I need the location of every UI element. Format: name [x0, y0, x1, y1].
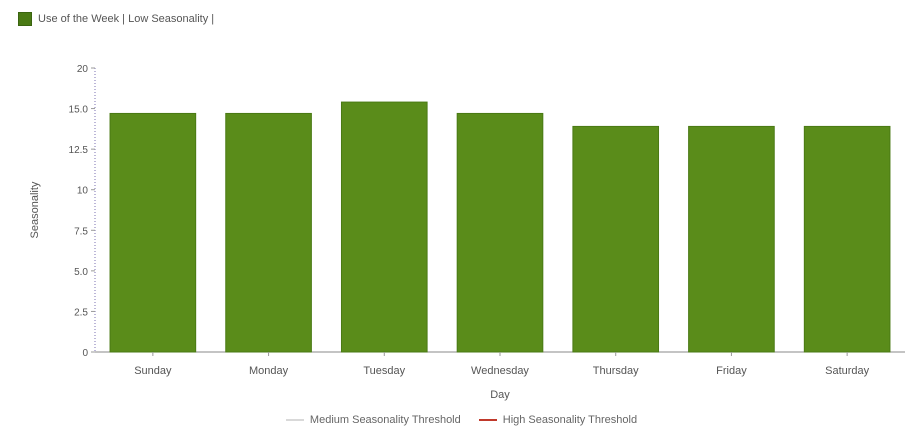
x-tick-label: Friday [716, 365, 747, 377]
top-legend[interactable]: Use of the Week | Low Seasonality | [18, 8, 214, 30]
y-tick-label: 5.0 [74, 267, 88, 278]
y-tick-label: 7.5 [74, 226, 88, 237]
x-tick-label: Tuesday [363, 365, 405, 377]
legend-swatch [18, 12, 32, 26]
top-legend-label: Use of the Week | Low Seasonality | [38, 13, 215, 25]
x-tick-label: Monday [249, 365, 289, 377]
bar-saturday [803, 125, 891, 353]
y-tick-label: 20 [77, 64, 89, 75]
legend-item-medium-threshold[interactable]: Medium Seasonality Threshold [285, 414, 461, 426]
x-tick-label: Wednesday [471, 365, 529, 377]
bar-thursday [572, 125, 660, 353]
y-tick-label: 2.5 [74, 307, 88, 318]
x-tick-label: Thursday [593, 365, 639, 377]
high-threshold-line-icon [478, 419, 497, 421]
bar-monday [225, 112, 312, 353]
y-tick-label: 15.0 [69, 105, 89, 116]
legend-label-medium: Medium Seasonality Threshold [309, 414, 461, 426]
y-tick-label: 0 [82, 348, 88, 359]
y-tick-label: 12.5 [69, 145, 89, 156]
bar-tuesday [340, 101, 428, 353]
legend-label-high: High Seasonality Threshold [502, 414, 638, 426]
medium-threshold-line-icon [285, 419, 304, 421]
x-tick-label: Saturday [825, 365, 870, 377]
bar-wednesday [456, 112, 544, 353]
bar-sunday [109, 112, 197, 353]
bar-friday [688, 125, 775, 353]
y-tick-label: 10 [77, 186, 89, 197]
x-axis-label: Day [490, 389, 510, 401]
x-tick-label: Sunday [134, 365, 172, 377]
bottom-legend: Medium Seasonality Threshold High Season… [0, 414, 923, 426]
y-axis-label: Seasonality [29, 181, 41, 238]
legend-item-high-threshold[interactable]: High Seasonality Threshold [478, 414, 638, 426]
